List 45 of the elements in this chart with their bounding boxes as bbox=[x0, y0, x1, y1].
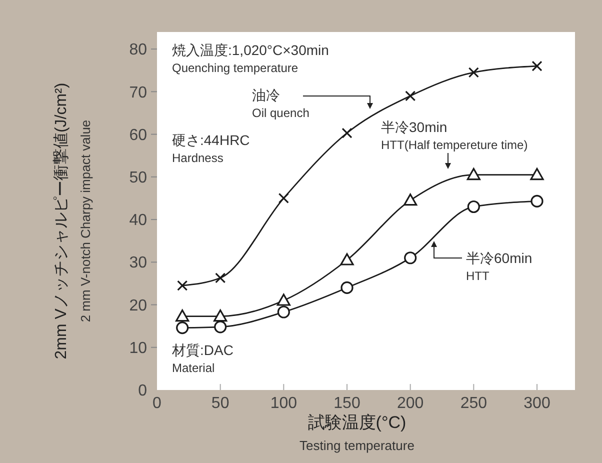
x-tick-label: 0 bbox=[152, 395, 162, 412]
text: 油冷 Oil quench bbox=[252, 87, 310, 120]
point bbox=[340, 253, 354, 266]
point bbox=[214, 320, 227, 334]
point bbox=[468, 67, 479, 78]
point bbox=[176, 309, 190, 322]
point bbox=[277, 306, 290, 318]
x-axis-title: 試験温度(°C) Testing temperature bbox=[300, 413, 414, 453]
point bbox=[532, 60, 542, 72]
point bbox=[404, 252, 417, 264]
point bbox=[466, 168, 480, 180]
y-tick-label: 80 bbox=[129, 42, 148, 59]
point bbox=[530, 194, 544, 208]
x-tick-label: 150 bbox=[334, 395, 360, 412]
point bbox=[177, 280, 188, 291]
y-tick-label: 0 bbox=[138, 382, 148, 400]
point bbox=[405, 90, 416, 102]
point bbox=[340, 281, 354, 294]
y-axis-title: 2mm Vノッチシャルピー衝撃値(J/cm²) 2 mm V-notch Charpy impact value bbox=[52, 82, 93, 360]
annotation: 硬さ:44HRC Hardness bbox=[172, 132, 250, 165]
point bbox=[214, 309, 228, 322]
x-tick-label: 200 bbox=[396, 395, 424, 412]
y-tick-label: 20 bbox=[129, 297, 148, 314]
y-tick-label: 50 bbox=[129, 170, 148, 187]
y-tick-label: 10 bbox=[129, 340, 148, 357]
point bbox=[176, 321, 189, 334]
y-tick-label: 30 bbox=[129, 254, 148, 272]
x-tick-label: 50 bbox=[211, 395, 230, 412]
point bbox=[276, 294, 290, 306]
point bbox=[278, 192, 289, 204]
series-label: 半冷30min HTT(Half tempereture time) bbox=[381, 119, 528, 152]
annotation: 焼入温度:1,020°C×30min Quenching temperature bbox=[172, 42, 329, 75]
point bbox=[530, 168, 544, 180]
point bbox=[404, 194, 418, 206]
x-tick-label: 100 bbox=[270, 395, 298, 412]
y-tick-label: 70 bbox=[129, 84, 148, 102]
x-tick-label: 250 bbox=[460, 395, 488, 412]
annotation: 材質:DAC Material bbox=[171, 342, 234, 375]
legend-label: 半冷60min HTT bbox=[466, 250, 532, 283]
y-tick-label: 60 bbox=[129, 126, 148, 144]
y-tick-label: 40 bbox=[129, 212, 148, 230]
point bbox=[467, 200, 480, 214]
point bbox=[215, 272, 226, 284]
x-tick-label: 300 bbox=[524, 395, 550, 412]
point bbox=[342, 128, 352, 138]
